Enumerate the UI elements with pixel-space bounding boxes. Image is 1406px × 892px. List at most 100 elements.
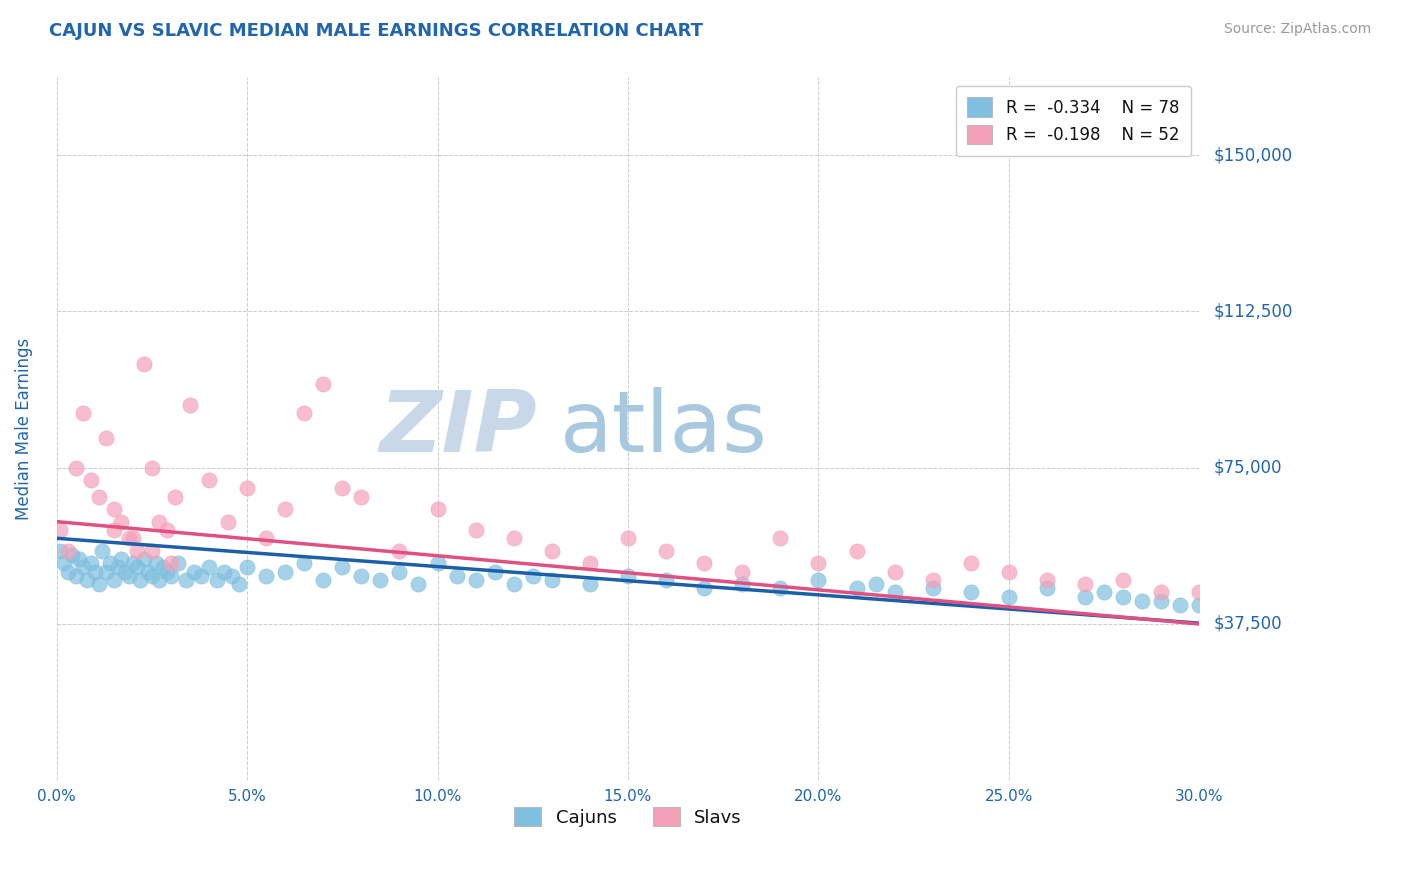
Y-axis label: Median Male Earnings: Median Male Earnings xyxy=(15,337,32,520)
Point xyxy=(103,523,125,537)
Point xyxy=(87,490,110,504)
Point xyxy=(134,357,156,371)
Point xyxy=(65,568,87,582)
Point xyxy=(107,560,129,574)
Point xyxy=(693,581,716,595)
Point xyxy=(103,573,125,587)
Point xyxy=(76,573,98,587)
Point xyxy=(807,573,830,587)
Point xyxy=(1074,577,1097,591)
Point xyxy=(1112,590,1135,604)
Point xyxy=(198,560,221,574)
Point xyxy=(94,565,117,579)
Point xyxy=(464,573,486,587)
Point xyxy=(1188,585,1211,599)
Point xyxy=(148,515,170,529)
Point xyxy=(731,565,754,579)
Point xyxy=(221,568,243,582)
Point xyxy=(579,556,602,570)
Point xyxy=(807,556,830,570)
Point xyxy=(959,556,981,570)
Point xyxy=(118,531,141,545)
Point xyxy=(330,560,353,574)
Point xyxy=(921,581,943,595)
Point xyxy=(49,523,72,537)
Point xyxy=(426,502,449,516)
Point xyxy=(87,577,110,591)
Point xyxy=(125,560,148,574)
Point xyxy=(350,490,373,504)
Point xyxy=(160,556,183,570)
Point xyxy=(91,543,114,558)
Point xyxy=(121,556,143,570)
Point xyxy=(98,556,121,570)
Point xyxy=(72,560,94,574)
Point xyxy=(1130,593,1153,607)
Point xyxy=(236,481,259,495)
Point xyxy=(179,398,201,412)
Point xyxy=(110,552,132,566)
Point xyxy=(693,556,716,570)
Point xyxy=(998,565,1021,579)
Text: $37,500: $37,500 xyxy=(1213,615,1282,632)
Point xyxy=(118,568,141,582)
Point xyxy=(174,573,197,587)
Point xyxy=(198,473,221,487)
Point xyxy=(370,573,392,587)
Point xyxy=(865,577,887,591)
Point xyxy=(103,502,125,516)
Point xyxy=(998,590,1021,604)
Point xyxy=(312,377,335,392)
Point xyxy=(141,460,163,475)
Point xyxy=(49,543,72,558)
Point xyxy=(540,573,562,587)
Text: CAJUN VS SLAVIC MEDIAN MALE EARNINGS CORRELATION CHART: CAJUN VS SLAVIC MEDIAN MALE EARNINGS COR… xyxy=(49,22,703,40)
Point xyxy=(163,490,186,504)
Point xyxy=(53,556,76,570)
Point xyxy=(274,565,297,579)
Point xyxy=(156,565,179,579)
Point xyxy=(160,568,183,582)
Point xyxy=(72,407,94,421)
Point xyxy=(1092,585,1115,599)
Legend: Cajuns, Slavs: Cajuns, Slavs xyxy=(508,799,749,834)
Point xyxy=(921,573,943,587)
Point xyxy=(579,577,602,591)
Point xyxy=(212,565,235,579)
Point xyxy=(446,568,468,582)
Point xyxy=(426,556,449,570)
Text: $150,000: $150,000 xyxy=(1213,146,1292,164)
Point xyxy=(731,577,754,591)
Point xyxy=(80,556,103,570)
Point xyxy=(484,565,506,579)
Point xyxy=(769,531,792,545)
Point xyxy=(464,523,486,537)
Point xyxy=(217,515,239,529)
Point xyxy=(388,543,411,558)
Point xyxy=(312,573,335,587)
Point xyxy=(350,568,373,582)
Point xyxy=(110,515,132,529)
Point xyxy=(883,585,905,599)
Point xyxy=(959,585,981,599)
Text: $75,000: $75,000 xyxy=(1213,458,1282,476)
Point xyxy=(236,560,259,574)
Point xyxy=(845,543,868,558)
Point xyxy=(502,531,524,545)
Point xyxy=(1074,590,1097,604)
Point xyxy=(80,473,103,487)
Point xyxy=(141,543,163,558)
Point xyxy=(121,531,143,545)
Point xyxy=(522,568,544,582)
Point xyxy=(1208,602,1230,616)
Point xyxy=(655,543,678,558)
Point xyxy=(69,552,91,566)
Point xyxy=(330,481,353,495)
Point xyxy=(156,523,179,537)
Point xyxy=(183,565,205,579)
Point xyxy=(129,573,152,587)
Point xyxy=(388,565,411,579)
Point xyxy=(125,543,148,558)
Text: atlas: atlas xyxy=(560,387,768,470)
Point xyxy=(540,543,562,558)
